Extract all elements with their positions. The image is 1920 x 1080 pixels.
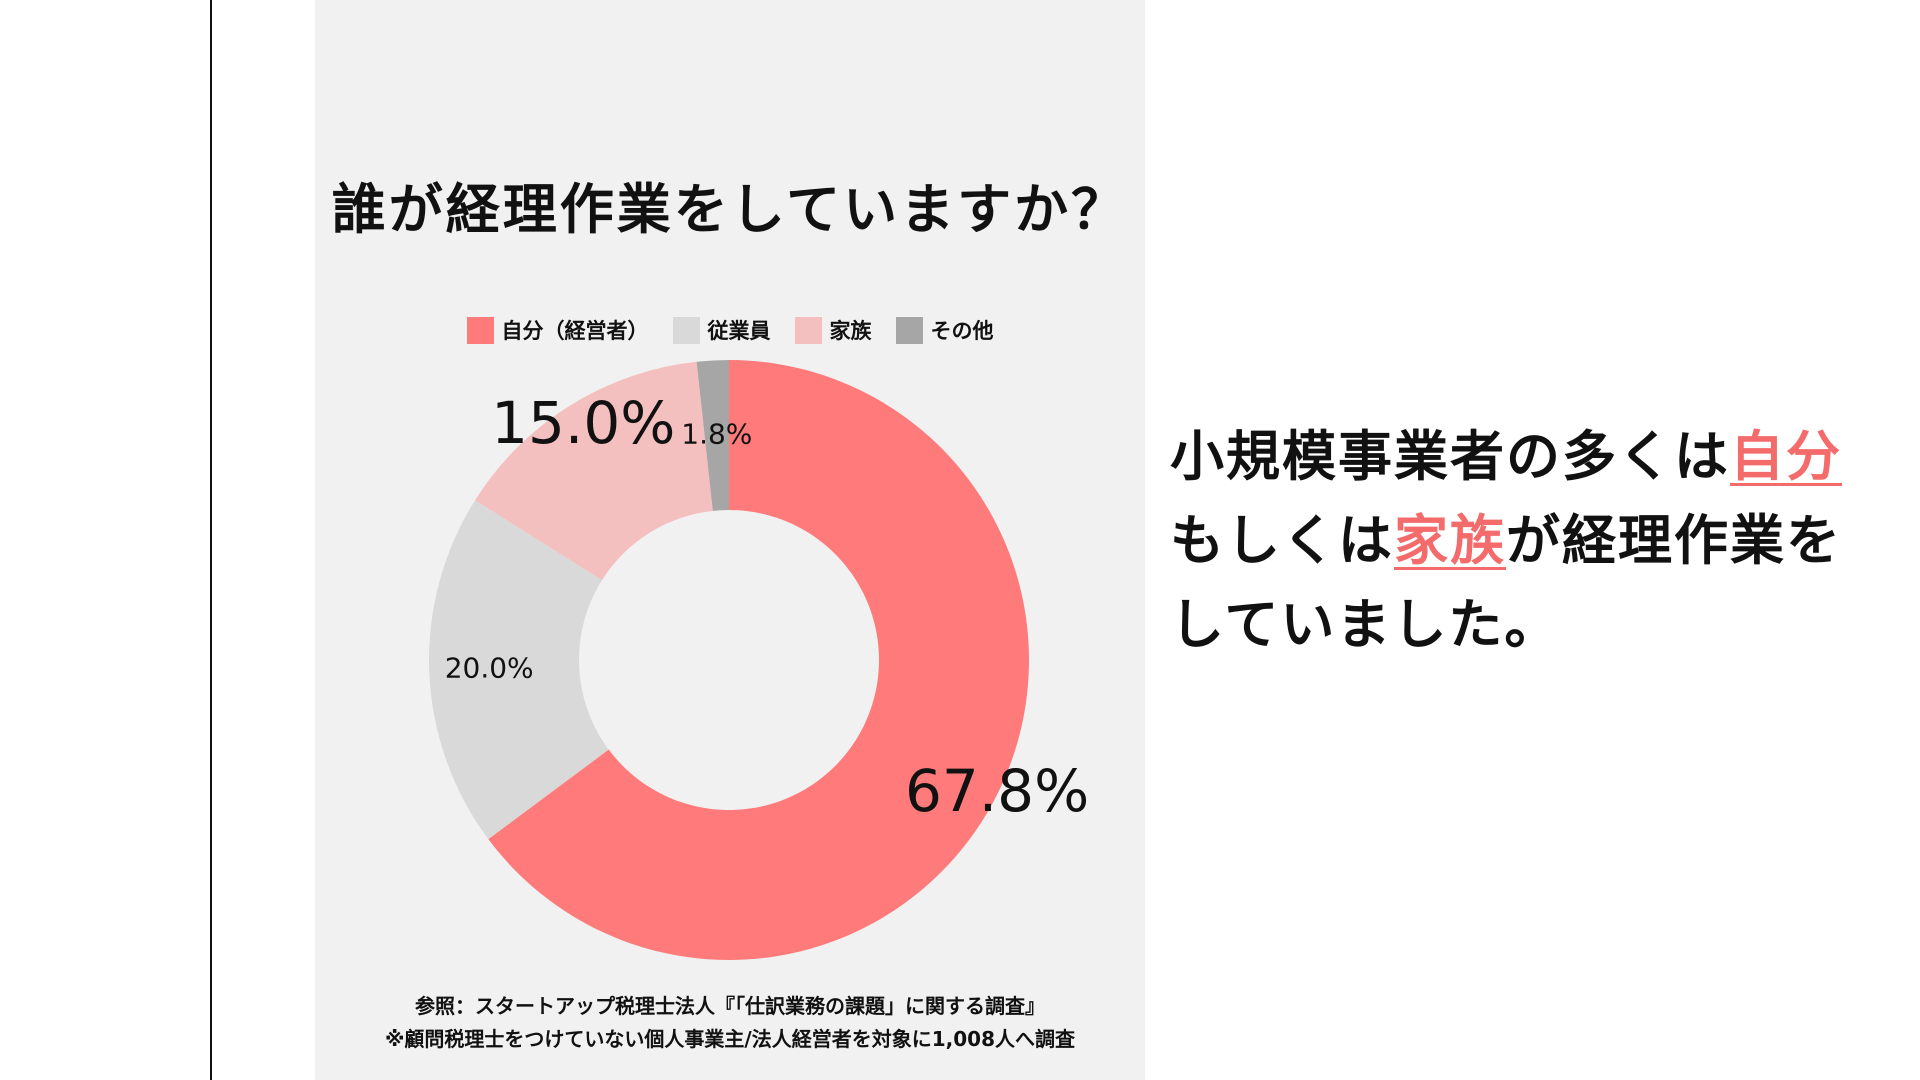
legend-label-employee: 従業員 (707, 319, 771, 343)
legend-swatch-other (895, 316, 923, 344)
data-label-family: 15.0% (491, 389, 675, 457)
legend-item-self: 自分（経営者） (466, 315, 649, 345)
message-highlight-family: 家族 (1394, 509, 1506, 572)
legend-label-other: その他 (930, 319, 994, 343)
slice-employee (429, 500, 609, 840)
data-label-other: 1.8% (681, 417, 752, 450)
source-note: 参照：スタートアップ税理士法人『「仕訳業務の課題」に関する調査』 ※顧問税理士を… (315, 990, 1145, 1056)
source-line-1: 参照：スタートアップ税理士法人『「仕訳業務の課題」に関する調査』 (415, 994, 1045, 1018)
slice-other (696, 360, 729, 511)
data-label-self: 67.8% (905, 757, 1089, 825)
message-highlight-self: 自分 (1730, 425, 1842, 488)
message-line-1: 小規模事業者の多くは自分 (1170, 415, 1910, 499)
chart-legend: 自分（経営者） 従業員 家族 その他 (315, 315, 1145, 345)
key-message: 小規模事業者の多くは自分 もしくは家族が経理作業を していました。 (1170, 415, 1910, 667)
legend-item-other: その他 (895, 315, 994, 345)
message-line-2: もしくは家族が経理作業を (1170, 499, 1910, 583)
legend-swatch-self (466, 316, 494, 344)
source-line-2: ※顧問税理士をつけていない個人事業主/法人経営者を対象に1,008人へ調査 (384, 1027, 1075, 1051)
legend-label-self: 自分（経営者） (501, 319, 649, 343)
legend-item-family: 家族 (794, 315, 872, 345)
slice-family (475, 361, 713, 581)
legend-swatch-employee (672, 316, 700, 344)
legend-label-family: 家族 (829, 319, 872, 343)
chart-title: 誰が経理作業をしていますか？ (331, 178, 1129, 241)
legend-swatch-family (794, 316, 822, 344)
legend-item-employee: 従業員 (672, 315, 771, 345)
message-text-4: していました。 (1170, 593, 1561, 656)
data-label-employee: 20.0% (445, 651, 534, 684)
message-line-3: していました。 (1170, 583, 1910, 667)
message-text-2: もしくは (1170, 509, 1394, 572)
slice-self (488, 360, 1029, 960)
divider-line (210, 0, 212, 1080)
message-text-1: 小規模事業者の多くは (1170, 425, 1730, 488)
message-text-3: が経理作業を (1506, 509, 1842, 572)
